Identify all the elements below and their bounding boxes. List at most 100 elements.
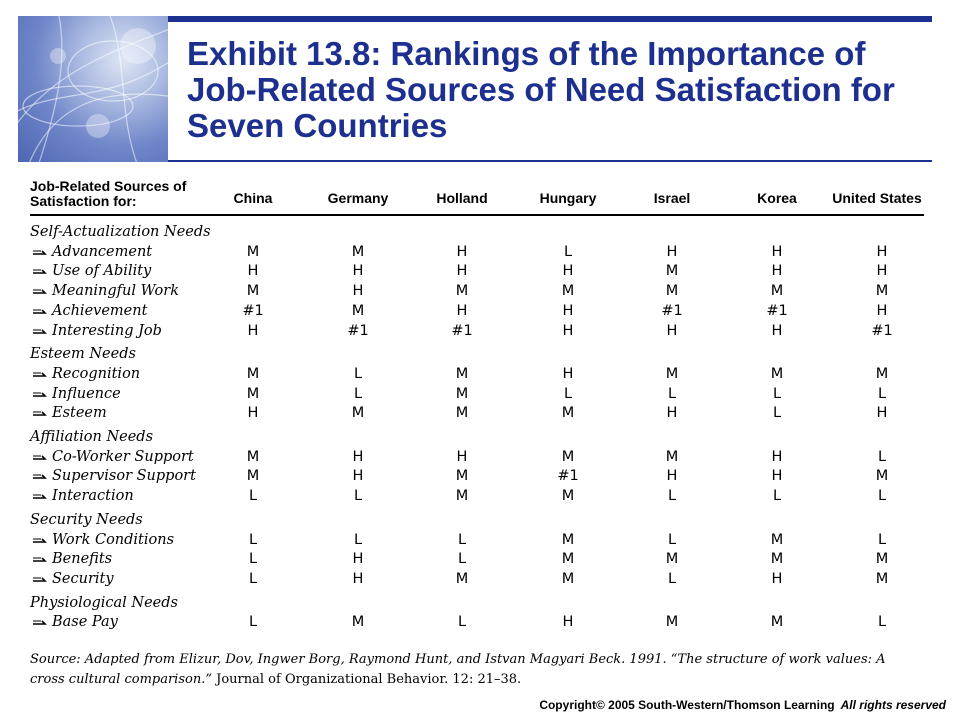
- ranking-cell: M: [561, 531, 575, 548]
- ranking-cell: L: [353, 385, 363, 402]
- ranking-cell: H: [666, 468, 678, 485]
- arrow-bullet-icon: [33, 494, 47, 499]
- rankings-table: Job-Related Sources of Satisfaction for:…: [30, 176, 924, 630]
- ranking-cell: #1: [871, 322, 893, 339]
- ranking-cell: H: [247, 322, 259, 339]
- arrow-bullet-icon: [33, 411, 47, 417]
- source-citation: Source: Adapted from Elizur, Dov, Ingwer…: [30, 650, 924, 690]
- ranking-cell: H: [771, 448, 783, 465]
- ranking-cell: L: [457, 551, 467, 568]
- row-label: Interesting Job: [52, 322, 162, 339]
- ranking-cell: #1: [347, 322, 369, 339]
- table-row: Interesting Job H #1 #1 H H H #1: [30, 321, 924, 341]
- group-row: Affiliation Needs: [30, 427, 924, 447]
- row-label: Work Conditions: [52, 531, 175, 548]
- ranking-cell: M: [665, 614, 679, 631]
- row-label: Achievement: [52, 302, 148, 319]
- ranking-cell: L: [877, 531, 887, 548]
- row-label: Esteem: [52, 405, 107, 422]
- table-header: Job-Related Sources of Satisfaction for:…: [30, 176, 924, 212]
- row-label: Recognition: [52, 365, 141, 382]
- table-row: Work Conditions L L L M L M L: [30, 530, 924, 550]
- copyright-notice: Copyright© 2005 South-Western/Thomson Le…: [539, 698, 946, 712]
- ranking-cell: L: [877, 614, 887, 631]
- ranking-cell: L: [772, 405, 782, 422]
- ranking-cell: L: [353, 531, 363, 548]
- ranking-cell: L: [248, 488, 258, 505]
- arrow-bullet-icon: [33, 577, 47, 582]
- arrow-bullet-icon: [33, 557, 47, 562]
- group-row: Security Needs: [30, 510, 924, 530]
- source-prefix: Source: Adapted from Elizur, Dov, Ingwer…: [30, 652, 886, 687]
- ranking-cell: H: [352, 263, 364, 280]
- ranking-cell: H: [876, 302, 888, 319]
- ranking-cell: L: [667, 531, 677, 548]
- arrow-bullet-icon: [33, 455, 47, 460]
- ranking-cell: H: [352, 570, 364, 587]
- column-header-holland: Holland: [436, 190, 488, 206]
- row-label: Use of Ability: [52, 263, 152, 280]
- column-header-united-states: United States: [832, 190, 922, 206]
- ranking-cell: M: [770, 614, 784, 631]
- ranking-cell: M: [770, 551, 784, 568]
- header-label: Job-Related Sources of Satisfaction for:: [30, 178, 187, 209]
- ranking-cell: H: [562, 302, 574, 319]
- ranking-cell: L: [667, 570, 677, 587]
- ranking-cell: M: [246, 385, 260, 402]
- ranking-cell: H: [666, 405, 678, 422]
- ranking-cell: M: [770, 283, 784, 300]
- copyright-text: Copyright© 2005 South-Western/Thomson Le…: [539, 698, 835, 712]
- ranking-cell: M: [351, 405, 365, 422]
- ranking-cell: #1: [242, 302, 264, 319]
- ranking-cell: L: [877, 488, 887, 505]
- column-header-china: China: [233, 190, 273, 206]
- ranking-cell: H: [352, 283, 364, 300]
- ranking-cell: H: [352, 468, 364, 485]
- ranking-cell: M: [561, 551, 575, 568]
- ranking-cell: M: [561, 283, 575, 300]
- ranking-cell: H: [247, 405, 259, 422]
- ranking-cell: H: [771, 263, 783, 280]
- row-label: Advancement: [52, 243, 153, 260]
- group-label: Security Needs: [30, 511, 143, 528]
- ranking-cell: L: [248, 570, 258, 587]
- ranking-cell: H: [666, 243, 678, 260]
- ranking-cell: H: [771, 570, 783, 587]
- ranking-cell: L: [248, 551, 258, 568]
- group-row: Esteem Needs: [30, 344, 924, 364]
- arrow-bullet-icon: [33, 328, 47, 334]
- ranking-cell: H: [352, 551, 364, 568]
- ranking-cell: L: [563, 243, 573, 260]
- group-label: Esteem Needs: [30, 346, 136, 363]
- ranking-cell: M: [665, 448, 679, 465]
- ranking-cell: H: [456, 243, 468, 260]
- arrow-bullet-icon: [33, 250, 47, 255]
- ranking-cell: H: [456, 448, 468, 465]
- ranking-cell: M: [351, 243, 365, 260]
- source-suffix: 12: 21–38.: [452, 672, 522, 687]
- ranking-cell: M: [351, 614, 365, 631]
- ranking-cell: M: [455, 570, 469, 587]
- row-label: Co-Worker Support: [52, 448, 194, 465]
- title-top-rule: [168, 16, 932, 22]
- group-label: Affiliation Needs: [30, 429, 154, 445]
- corner-decorative-image: [18, 16, 168, 162]
- ranking-cell: H: [562, 263, 574, 280]
- ranking-cell: M: [455, 488, 469, 505]
- table-row: Security L H M M L H M: [30, 569, 924, 589]
- ranking-cell: H: [247, 263, 259, 280]
- ranking-cell: H: [352, 448, 364, 465]
- arrow-bullet-icon: [33, 392, 47, 397]
- column-header-korea: Korea: [757, 190, 797, 206]
- ranking-cell: L: [877, 385, 887, 402]
- column-header-israel: Israel: [653, 190, 691, 206]
- ranking-cell: H: [562, 322, 574, 339]
- arrow-bullet-icon: [33, 620, 47, 626]
- row-label: Base Pay: [52, 614, 118, 631]
- ranking-cell: M: [770, 531, 784, 548]
- arrow-bullet-icon: [33, 289, 47, 294]
- ranking-cell: H: [771, 468, 783, 485]
- ranking-cell: M: [561, 448, 575, 465]
- ranking-cell: H: [771, 243, 783, 260]
- ranking-cell: H: [456, 302, 468, 319]
